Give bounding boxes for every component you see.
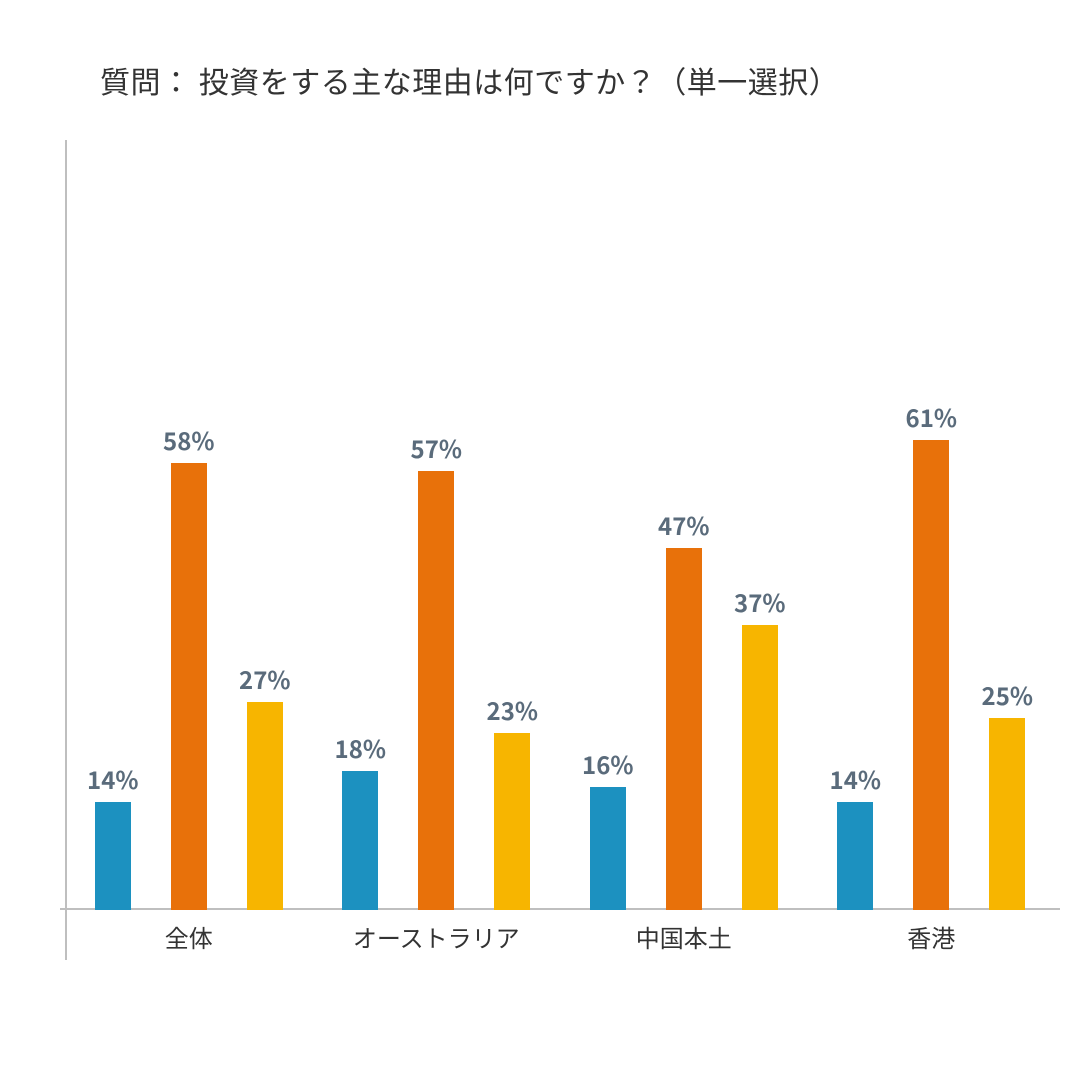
bar-value-label: 18% (320, 730, 400, 765)
bar-value-label: 47% (644, 507, 724, 542)
bar (247, 702, 283, 910)
bar-value-label: 23% (472, 692, 552, 727)
bar (742, 625, 778, 910)
bar-value-label: 27% (225, 661, 305, 696)
bar (837, 802, 873, 910)
page: 質問： 投資をする主な理由は何ですか？（単一選択） 14% 58% 27% 全体 18%… (0, 0, 1080, 1080)
x-axis-line (60, 908, 1060, 910)
bar-value-label: 57% (396, 430, 476, 465)
category-label: オーストラリア (313, 919, 561, 954)
bar (494, 733, 530, 910)
bar (171, 463, 207, 910)
bar-value-label: 37% (720, 584, 800, 619)
bar (342, 771, 378, 910)
bar-value-label: 58% (149, 422, 229, 457)
bar (913, 440, 949, 910)
category-label: 香港 (808, 919, 1056, 954)
bar (418, 471, 454, 910)
category-label: 中国本土 (560, 919, 808, 954)
bar-value-label: 14% (73, 761, 153, 796)
bar-value-label: 25% (967, 677, 1047, 712)
bar-value-label: 16% (568, 746, 648, 781)
bar-value-label: 61% (891, 399, 971, 434)
bar (666, 548, 702, 910)
category-label: 全体 (65, 919, 313, 954)
bar (989, 718, 1025, 911)
bar-value-label: 14% (815, 761, 895, 796)
bar (590, 787, 626, 910)
y-axis-line (65, 140, 67, 960)
bar-chart: 14% 58% 27% 全体 18% 57% 23% オーストラリア 16% 47% 37% 中国本土… (60, 140, 1060, 960)
bar (95, 802, 131, 910)
chart-title: 質問： 投資をする主な理由は何ですか？（単一選択） (100, 58, 839, 102)
